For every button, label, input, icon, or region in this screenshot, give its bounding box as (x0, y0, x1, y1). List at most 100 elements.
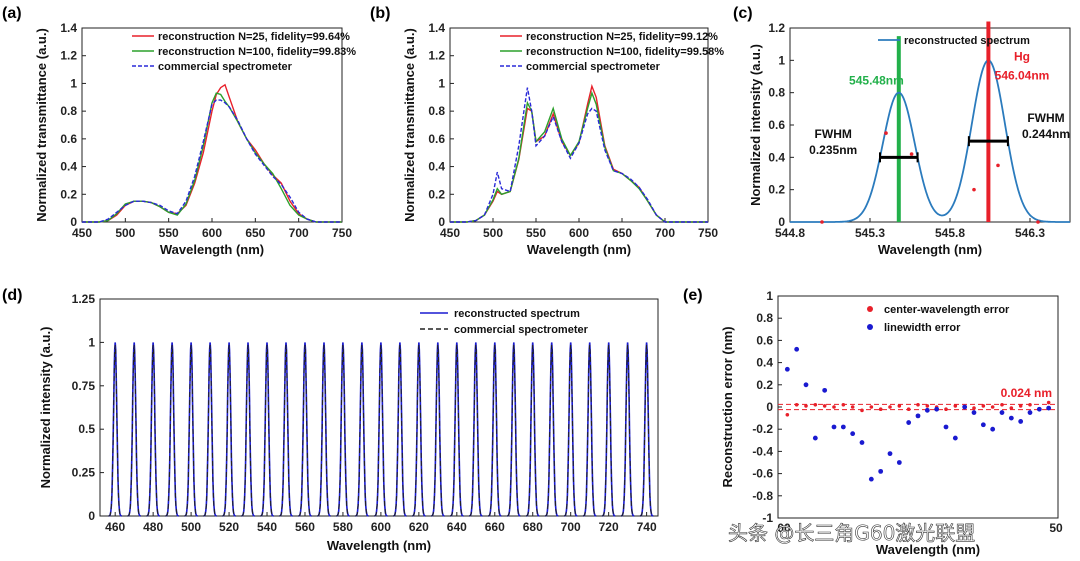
chart-d-commercial-peak (222, 344, 236, 517)
chart-e-center-error-point (897, 404, 902, 408)
chart-d-reconstructed-peak (412, 342, 426, 517)
chart-e-linewidth-error-point (1008, 415, 1014, 421)
chart-a-xtick-label: 650 (245, 226, 265, 240)
chart-d-reconstructed-peak (450, 342, 464, 517)
chart-d-reconstructed-peak (620, 342, 635, 517)
chart-d-reconstructed-peak (563, 342, 578, 517)
chart-c-fwhm-left-title: FWHM (815, 127, 852, 141)
chart-c-ytick-label: 0 (778, 215, 785, 229)
chart-e-ytick-label: 1 (766, 289, 773, 303)
chart-c-green-wavelength-label: 545.48nm (849, 74, 904, 88)
chart-b-ytick-label: 1.4 (428, 21, 445, 35)
chart-d-xtick-label: 520 (219, 520, 239, 534)
chart-c-data-dot (1036, 220, 1040, 224)
chart-d-commercial-peak (355, 344, 369, 517)
chart-d-xtick-label: 560 (295, 520, 315, 534)
chart-d-ytick-label: 0 (88, 509, 95, 523)
chart-e-center-error-point (850, 405, 855, 409)
chart-e-center-error-point (981, 404, 986, 408)
chart-a-xtick-label: 450 (72, 226, 92, 240)
chart-e-linewidth-error-point (803, 382, 809, 388)
chart-e-linewidth-error-point (962, 404, 968, 410)
chart-c-legend-label: reconstructed spectrum (904, 35, 1030, 47)
chart-d-commercial-peak (374, 344, 388, 517)
chart-c-xtick-label: 545.3 (855, 226, 885, 240)
chart-d-xtick-label: 640 (447, 520, 467, 534)
chart-d-reconstructed-peak (336, 342, 350, 517)
chart-c-ytick-label: 1.2 (768, 21, 785, 35)
chart-d-ytick-label: 0.75 (72, 379, 96, 393)
chart-e-legend-label-2: linewidth error (884, 322, 961, 334)
chart-e-xtick-label: 00 (777, 521, 791, 535)
chart-b-xtick-label: 550 (526, 226, 546, 240)
chart-e-linewidth-error-point (794, 346, 800, 352)
chart-e-center-error-point (794, 402, 799, 407)
chart-d-ytick-label: 0.5 (78, 422, 95, 436)
chart-d-reconstructed-peak (393, 342, 407, 517)
chart-b-ytick-label: 0.6 (428, 132, 445, 146)
chart-d-commercial-peak (184, 344, 198, 517)
chart-d-reconstructed-peak (146, 342, 160, 517)
chart-d-ylabel: Normalized intensity (a.u.) (38, 327, 53, 489)
chart-a-series-line-3 (82, 99, 342, 223)
chart-e-xtick-label: 50 (1049, 521, 1063, 535)
chart-e-ytick-label: 0 (766, 400, 773, 414)
chart-d-reconstructed-peak (431, 342, 445, 517)
chart-d-commercial-peak (393, 344, 407, 517)
chart-b-series-line-3 (450, 87, 708, 223)
chart-b-ytick-label: 0.8 (428, 104, 445, 118)
chart-c-spectrum-curve (790, 59, 1070, 223)
chart-e-center-error-point (804, 404, 808, 408)
chart-d-commercial-peak (431, 344, 445, 517)
chart-e-ytick-label: -0.4 (752, 444, 773, 458)
chart-d-commercial-peak (298, 344, 312, 517)
chart-d-commercial-peak (241, 344, 255, 517)
chart-b-ytick-label: 0.4 (428, 160, 445, 174)
chart-d-commercial-peak (203, 344, 217, 517)
watermark-text: 头条 @长三角G60激光联盟 (728, 521, 975, 545)
chart-c-data-dot (884, 131, 888, 135)
chart-d-commercial-peak (469, 344, 483, 517)
chart-b-xlabel: Wavelength (nm) (527, 242, 631, 257)
chart-e-xlabel: Wavelength (nm) (876, 542, 980, 557)
chart-d-reconstructed-peak (165, 342, 179, 517)
chart-d-reconstructed-peak (222, 342, 236, 517)
chart-e-center-error-point (1009, 406, 1014, 410)
chart-d-commercial-peak (639, 344, 654, 517)
chart-c: 544.8 545.3 545.8 546.3 0 0.2 0.4 0.6 0.8 1 1.2 Wav… (748, 21, 1071, 257)
chart-d-commercial-peak (412, 344, 426, 517)
chart-c-fwhm-right-value: 0.244nm (1022, 127, 1070, 141)
chart-b-series-line-2 (450, 90, 708, 223)
chart-e-center-error-point (832, 405, 836, 409)
panel-label-c: (c) (733, 5, 753, 22)
chart-e-linewidth-error-point (896, 460, 902, 465)
chart-d-ytick-label: 1.25 (72, 292, 96, 306)
chart-d-reconstructed-peak (298, 342, 312, 517)
chart-d-xtick-label: 700 (561, 520, 581, 534)
chart-a-xtick-label: 550 (159, 226, 179, 240)
chart-d-commercial-peak (336, 344, 350, 517)
chart-d-reconstructed-peak (525, 342, 540, 517)
chart-e-ytick-label: 0.4 (756, 356, 773, 370)
chart-c-xtick-label: 545.8 (935, 226, 965, 240)
chart-e-center-error-point (1046, 400, 1051, 405)
chart-d-reconstructed-peak (127, 342, 141, 517)
chart-c-ytick-label: 0.8 (768, 86, 785, 100)
chart-d-reconstructed-peak (374, 342, 388, 517)
chart-b-xtick-label: 500 (483, 226, 503, 240)
chart-e-center-error-point (944, 407, 948, 412)
chart-e-ytick-label: -0.8 (752, 489, 773, 503)
chart-c-ytick-label: 0.4 (768, 150, 785, 164)
chart-b-legend-label-3: commercial spectrometer (526, 61, 661, 73)
chart-a-xtick-label: 700 (289, 226, 309, 240)
chart-d-commercial-peak (506, 344, 521, 517)
chart-d-commercial-peak (108, 344, 122, 517)
chart-d-xtick-label: 580 (333, 520, 353, 534)
chart-e-center-error-point (841, 402, 846, 407)
chart-c-data-dot (972, 187, 976, 192)
chart-c-xtick-label: 544.8 (775, 226, 805, 240)
chart-b-xtick-label: 450 (440, 226, 460, 240)
chart-d-reconstructed-peak (469, 342, 483, 517)
chart-d-commercial-peak (146, 344, 160, 517)
chart-a-legend-label-3: commercial spectrometer (158, 61, 293, 73)
